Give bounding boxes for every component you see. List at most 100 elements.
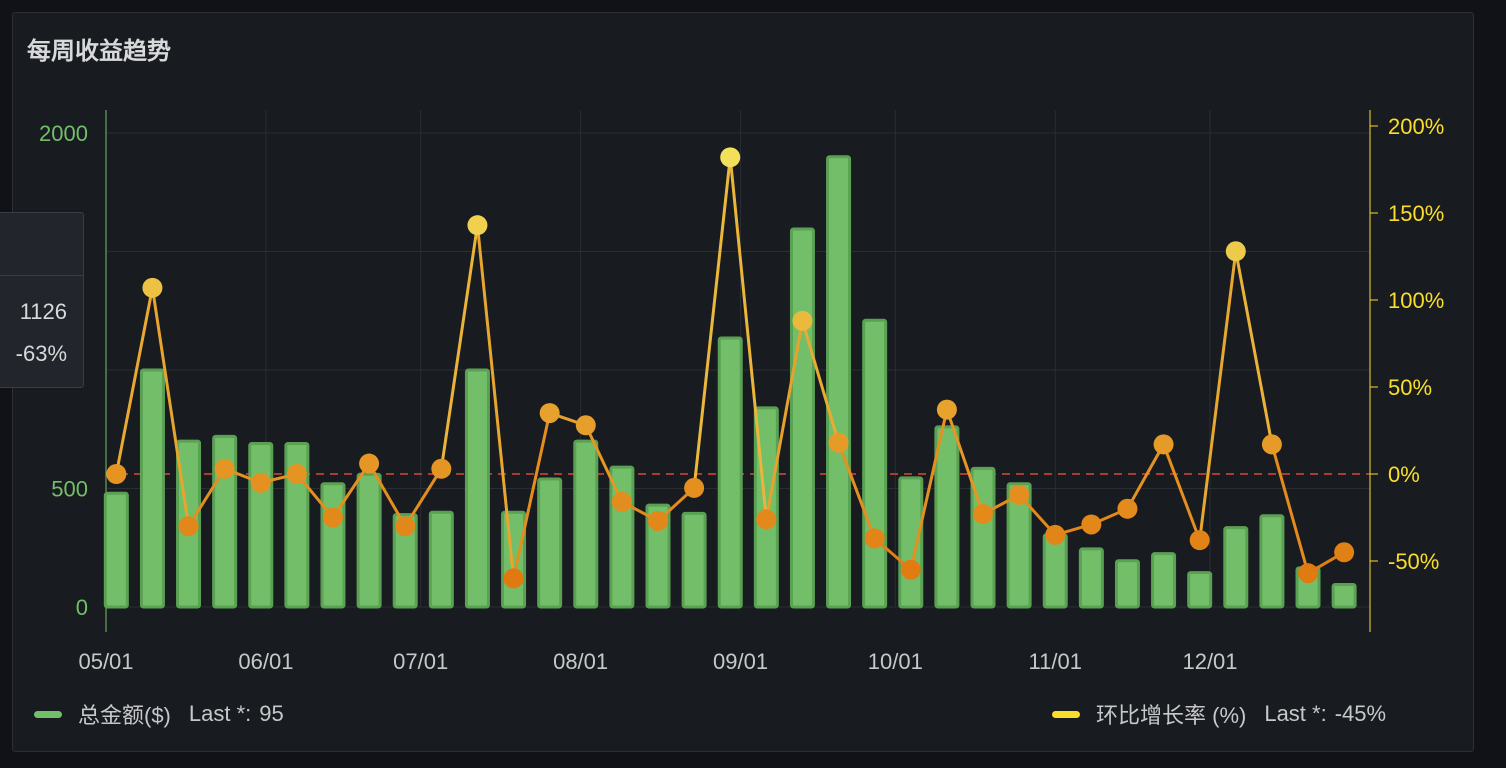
- legend-last-label: Last *:: [1264, 701, 1327, 726]
- line-point: [467, 215, 488, 236]
- line-point: [828, 432, 849, 453]
- legend-swatch-green: [34, 710, 62, 718]
- line-point: [1298, 563, 1319, 584]
- line-point: [322, 507, 343, 528]
- line-point: [1189, 530, 1210, 551]
- line-point: [936, 399, 957, 420]
- bar: [1114, 559, 1140, 609]
- line-point: [359, 453, 380, 474]
- line-segment: [1126, 443, 1165, 510]
- bar: [862, 318, 888, 609]
- tooltip-bar-value: 1126: [19, 299, 67, 324]
- bar: [103, 491, 129, 609]
- line-segment: [764, 320, 804, 520]
- line-point: [106, 464, 127, 484]
- line-point: [431, 458, 452, 479]
- line-point: [1009, 484, 1030, 505]
- line-point: [1045, 524, 1066, 545]
- legend-item-growth[interactable]: 环比增长率 (%) Last *: -45%: [1052, 698, 1386, 730]
- line-point: [1081, 514, 1102, 535]
- tooltip-line-value: -63%: [15, 341, 67, 366]
- bars: [103, 155, 1357, 609]
- bar: [248, 441, 274, 609]
- line-point: [503, 568, 524, 589]
- line-segment: [187, 467, 226, 527]
- line-point: [142, 277, 163, 298]
- legend-item-amount[interactable]: 总金额($) Last *: 95: [34, 698, 284, 730]
- y-right-tick-label: 150%: [1388, 201, 1444, 226]
- y-left-tick-label: 500: [51, 477, 88, 502]
- legend-swatch-yellow: [1052, 710, 1080, 718]
- line-point: [900, 559, 921, 580]
- x-tick-label: 10/01: [868, 649, 923, 674]
- bar: [1187, 571, 1213, 609]
- bar: [1151, 552, 1177, 609]
- bar: [826, 155, 852, 609]
- line-segment: [801, 320, 840, 444]
- x-tick-label: 07/01: [393, 649, 448, 674]
- line-point: [575, 415, 596, 436]
- bar: [392, 513, 418, 609]
- line-segment: [584, 424, 624, 503]
- line-point: [1225, 241, 1246, 262]
- bar: [681, 511, 707, 609]
- y-left-tick-label: 2000: [39, 121, 88, 146]
- panel-title: 每周收益趋势: [27, 38, 171, 65]
- x-tick-label: 12/01: [1182, 649, 1237, 674]
- line-point: [539, 403, 560, 424]
- bar: [1042, 533, 1068, 609]
- line-segment: [909, 409, 949, 571]
- growth-points: [106, 147, 1355, 589]
- line-point: [720, 147, 741, 168]
- line-segment: [837, 442, 877, 539]
- line-segment: [1270, 444, 1310, 574]
- bar: [139, 368, 165, 609]
- line-point: [178, 516, 199, 537]
- line-segment: [1162, 443, 1202, 541]
- line-segment: [728, 157, 768, 520]
- line-point: [250, 472, 271, 493]
- line-segment: [403, 467, 443, 527]
- bar: [537, 477, 563, 609]
- line-point: [1261, 434, 1282, 455]
- line-segment: [1234, 251, 1274, 445]
- axes: 0 500 2000 05/01 06/01 07/01 08/01 09/01 10/01 11…: [39, 110, 1444, 674]
- line-point: [792, 310, 813, 331]
- line-segment: [475, 225, 516, 579]
- bar: [970, 466, 996, 609]
- line-segment: [150, 287, 191, 527]
- line-segment: [945, 409, 985, 515]
- bar: [898, 476, 924, 609]
- line-segment: [367, 462, 407, 527]
- bar: [320, 482, 346, 609]
- line-point: [973, 504, 994, 525]
- line-point: [1334, 542, 1355, 563]
- legend-last-label: Last *:: [188, 701, 252, 726]
- y-right-tick-label: 200%: [1388, 114, 1444, 139]
- bar: [934, 425, 960, 609]
- bar: [1223, 526, 1249, 609]
- bar: [1006, 482, 1032, 609]
- x-tick-label: 08/01: [553, 649, 608, 674]
- legend-last-value: 95: [259, 701, 284, 726]
- line-point: [611, 491, 632, 512]
- bar: [464, 368, 490, 609]
- bar: [645, 503, 671, 609]
- line-segment: [439, 224, 479, 469]
- y-right-tick-label: -50%: [1388, 549, 1439, 574]
- line-point: [395, 516, 416, 537]
- legend-last-value: -45%: [1334, 701, 1387, 726]
- chart-panel: 每周收益趋势: [12, 12, 1474, 752]
- y-right-tick-label: 100%: [1388, 288, 1444, 313]
- hover-tooltip: 1126 -63%: [0, 212, 84, 388]
- bar: [1078, 547, 1104, 609]
- bar: [717, 336, 743, 609]
- line-segment: [114, 287, 154, 475]
- legend-label: 环比增长率 (%): [1096, 703, 1247, 728]
- line-segment: [331, 462, 371, 519]
- y-left-tick-label: 0: [76, 595, 88, 620]
- bar: [789, 227, 815, 609]
- bar: [428, 510, 454, 609]
- line-point: [286, 464, 307, 484]
